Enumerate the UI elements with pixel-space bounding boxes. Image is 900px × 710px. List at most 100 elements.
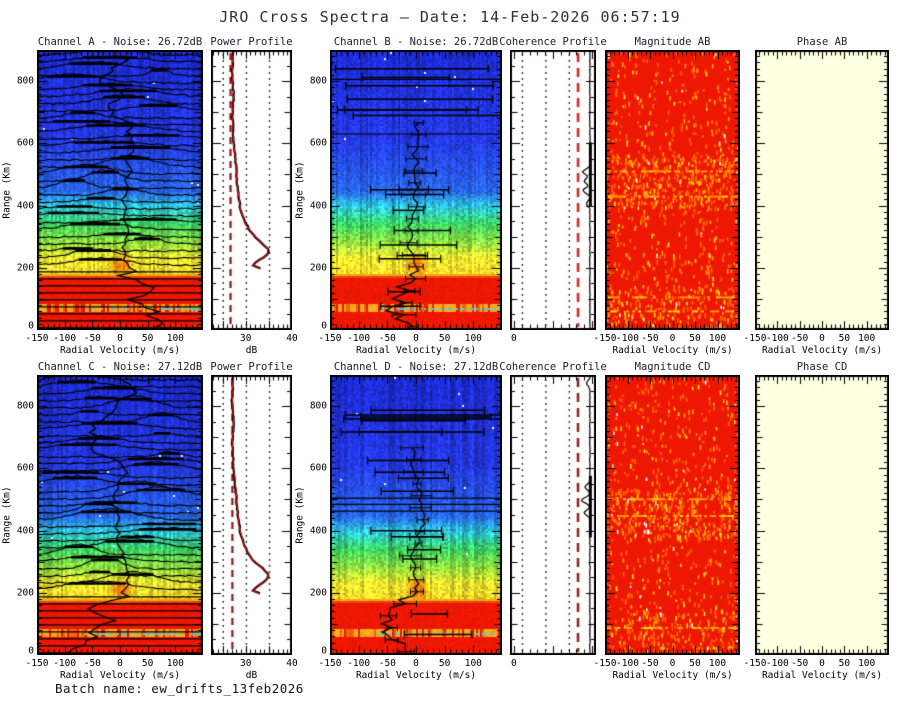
magnitude-cd-xtick: 0 (669, 658, 676, 669)
channel-d-ytick: 600 (309, 462, 327, 474)
channel-a-ytick: 400 (16, 200, 34, 212)
channel-d-xtick: 100 (464, 658, 482, 669)
magnitude-ab-xtick: 0 (669, 333, 676, 344)
channel-a-ylabel: Range (Km) (1, 161, 13, 219)
channel-a-ytick: 0 (28, 320, 34, 332)
power-profile-bottom-xtick: 30 (239, 658, 252, 669)
magnitude-cd-xtick: 100 (708, 658, 727, 669)
channel-b-xtick: 50 (438, 333, 451, 344)
phase-ab-xtick: 0 (819, 333, 825, 344)
channel-c-ylabel: Range (Km) (1, 486, 13, 544)
channel-d-xtick: 0 (413, 658, 419, 669)
power-profile-bottom-plot (211, 375, 292, 655)
power-profile-top-xlabel: dB (245, 345, 258, 356)
channel-a-xtick: 0 (117, 333, 123, 344)
channel-d-plot (330, 375, 502, 655)
magnitude-cd-plot (605, 375, 740, 655)
channel-d-xtick: -150 (318, 658, 342, 669)
channel-c-xtick: 0 (117, 658, 123, 669)
phase-ab-xtick: 100 (858, 333, 876, 344)
channel-a-ytick: 200 (16, 262, 34, 274)
phase-ab-plot (755, 50, 889, 330)
phase-cd-xlabel: Radial Velocity (m/s) (761, 670, 883, 681)
channel-d-xlabel: Radial Velocity (m/s) (355, 670, 477, 681)
channel-c-ytick: 400 (16, 525, 34, 537)
magnitude-ab-xtick: -100 (616, 333, 639, 344)
channel-b-ylabel: Range (Km) (294, 161, 306, 219)
figure-title: JRO Cross Spectra — Date: 14-Feb-2026 06… (219, 8, 681, 26)
channel-d-ytick: 0 (321, 645, 327, 657)
magnitude-ab-plot (605, 50, 740, 330)
channel-d-ytick: 800 (309, 400, 327, 412)
power-profile-bottom-xlabel: dB (245, 670, 258, 681)
phase-ab-xtick: -50 (791, 333, 809, 344)
channel-c-xtick: -50 (83, 658, 101, 669)
channel-c-plot (37, 375, 203, 655)
channel-a-xtick: 50 (141, 333, 154, 344)
channel-b-ytick: 600 (309, 137, 327, 149)
power-profile-top-xtick: 40 (286, 333, 298, 344)
channel-c-xtick: 100 (166, 658, 184, 669)
channel-b-xtick: -150 (318, 333, 342, 344)
channel-d-xtick: 50 (438, 658, 451, 669)
channel-b-xtick: 0 (413, 333, 419, 344)
power-profile-top-title: Power Profile (210, 36, 293, 48)
power-profile-top-plot (211, 50, 292, 330)
channel-a-xtick: -50 (83, 333, 101, 344)
magnitude-cd-xtick: 50 (689, 658, 701, 669)
coherence-profile-bottom-plot (510, 375, 596, 655)
phase-ab-title: Phase AB (796, 36, 848, 48)
channel-d-xtick: -50 (378, 658, 396, 669)
channel-a-xtick: -100 (53, 333, 77, 344)
coherence-profile-bottom-title: Coherence Profile (499, 361, 607, 373)
magnitude-ab-xtick: -50 (641, 333, 659, 344)
channel-a-ytick: 600 (16, 137, 34, 149)
phase-cd-xtick: -150 (743, 658, 767, 669)
batch-name-label: Batch name: ew_drifts_13feb2026 (55, 681, 304, 696)
channel-c-xtick: -100 (53, 658, 77, 669)
channel-b-ytick: 0 (321, 320, 327, 332)
channel-d-ylabel: Range (Km) (294, 486, 306, 544)
magnitude-cd-xtick: -50 (641, 658, 659, 669)
channel-c-xtick: 50 (141, 658, 154, 669)
phase-cd-xtick: 0 (819, 658, 825, 669)
channel-a-title: Channel A - Noise: 26.72dB (37, 36, 203, 48)
phase-ab-xtick: -150 (743, 333, 767, 344)
channel-c-xtick: -150 (25, 658, 49, 669)
magnitude-ab-title: Magnitude AB (634, 36, 711, 48)
channel-d-ytick: 200 (309, 587, 327, 599)
channel-d-ytick: 400 (309, 525, 327, 537)
channel-c-title: Channel C - Noise: 27.12dB (37, 361, 203, 373)
channel-b-xtick: 100 (464, 333, 482, 344)
channel-c-xlabel: Radial Velocity (m/s) (59, 670, 181, 681)
phase-cd-xtick: 50 (838, 658, 851, 669)
channel-b-plot (330, 50, 502, 330)
magnitude-ab-xtick: 100 (708, 333, 727, 344)
phase-ab-xtick: -100 (765, 333, 789, 344)
channel-c-ytick: 0 (28, 645, 34, 657)
magnitude-ab-xtick: 50 (689, 333, 701, 344)
channel-c-ytick: 200 (16, 587, 34, 599)
channel-d-xtick: -100 (347, 658, 371, 669)
channel-b-xlabel: Radial Velocity (m/s) (355, 345, 477, 356)
coherence-profile-top-xtick: 0 (511, 333, 517, 344)
magnitude-cd-xtick: -150 (593, 658, 617, 669)
channel-c-ytick: 800 (16, 400, 34, 412)
channel-d-title: Channel D - Noise: 27.12dB (333, 361, 499, 373)
channel-b-xtick: -50 (378, 333, 396, 344)
channel-b-ytick: 800 (309, 75, 327, 87)
channel-b-title: Channel B - Noise: 26.72dB (333, 36, 499, 48)
phase-ab-xlabel: Radial Velocity (m/s) (761, 345, 883, 356)
channel-c-ytick: 600 (16, 462, 34, 474)
channel-b-ytick: 400 (309, 200, 327, 212)
coherence-profile-top-plot (510, 50, 596, 330)
phase-cd-plot (755, 375, 889, 655)
coherence-profile-bottom-xtick: 0 (511, 658, 517, 669)
phase-cd-xtick: -100 (765, 658, 789, 669)
channel-b-ytick: 200 (309, 262, 327, 274)
magnitude-ab-xtick: -150 (593, 333, 617, 344)
magnitude-cd-xtick: -100 (616, 658, 639, 669)
power-profile-bottom-title: Power Profile (210, 361, 293, 373)
channel-a-xlabel: Radial Velocity (m/s) (59, 345, 181, 356)
